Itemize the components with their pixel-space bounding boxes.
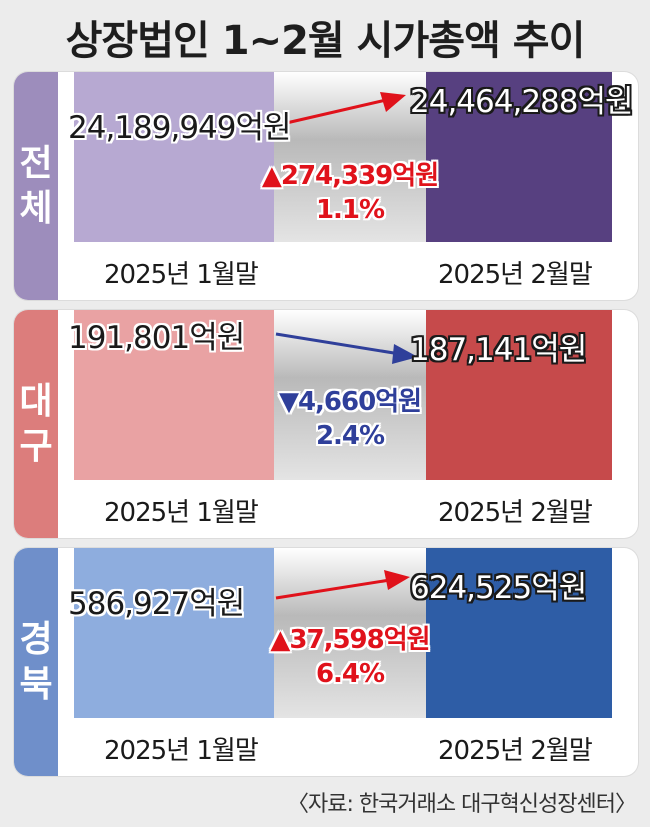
start-value-label: 191,801억원 <box>68 320 245 356</box>
change-label: ▲37,598억원 6.4% <box>250 624 450 692</box>
change-label: ▲274,339억원 1.1% <box>250 160 450 228</box>
panel-label-char: 전 <box>19 143 53 184</box>
panel-total: 전 체 24,189,949억원 24,464,288억원 ▲274,339억원… <box>14 72 638 300</box>
panel-label-char: 체 <box>19 188 53 229</box>
month-label-end: 2025년 2월말 <box>438 260 593 290</box>
panel-label-char: 대 <box>19 381 53 422</box>
end-value-label: 187,141억원 <box>410 332 587 368</box>
change-percent: 1.1% <box>315 194 385 225</box>
bar-end <box>426 310 612 480</box>
panel-daegu: 대 구 191,801억원 187,141억원 ▼4,660억원 2.4% 20… <box>14 310 638 538</box>
month-label-start: 2025년 1월말 <box>104 260 259 290</box>
change-percent: 2.4% <box>315 420 385 451</box>
month-label-end: 2025년 2월말 <box>438 736 593 766</box>
end-value-label: 24,464,288억원 <box>410 84 634 120</box>
change-amount: ▼4,660억원 <box>278 387 422 417</box>
month-label-end: 2025년 2월말 <box>438 498 593 528</box>
change-label: ▼4,660억원 2.4% <box>250 386 450 454</box>
change-amount: ▲37,598억원 <box>270 625 430 655</box>
panel-label: 전 체 <box>14 72 58 300</box>
bar-start <box>74 72 274 242</box>
change-percent: 6.4% <box>315 658 385 689</box>
bar-start <box>74 310 274 480</box>
start-value-label: 24,189,949억원 <box>68 110 292 146</box>
chart-title: 상장법인 1~2월 시가총액 추이 <box>65 18 586 64</box>
bar-end <box>426 72 612 242</box>
panel-label-char: 북 <box>19 664 53 705</box>
panel-label-char: 구 <box>19 426 53 467</box>
change-amount: ▲274,339억원 <box>261 161 439 191</box>
start-value-label: 586,927억원 <box>68 586 245 622</box>
bar-end <box>426 548 612 718</box>
month-label-start: 2025년 1월말 <box>104 498 259 528</box>
panel-label: 경 북 <box>14 548 58 776</box>
month-label-start: 2025년 1월말 <box>104 736 259 766</box>
panel-label: 대 구 <box>14 310 58 538</box>
source-note: 〈자료: 한국거래소 대구혁신성장센터〉 <box>287 792 637 817</box>
panel-gyeongbuk: 경 북 586,927억원 624,525억원 ▲37,598억원 6.4% 2… <box>14 548 638 776</box>
bar-start <box>74 548 274 718</box>
end-value-label: 624,525억원 <box>410 570 587 606</box>
panel-label-char: 경 <box>19 619 53 660</box>
